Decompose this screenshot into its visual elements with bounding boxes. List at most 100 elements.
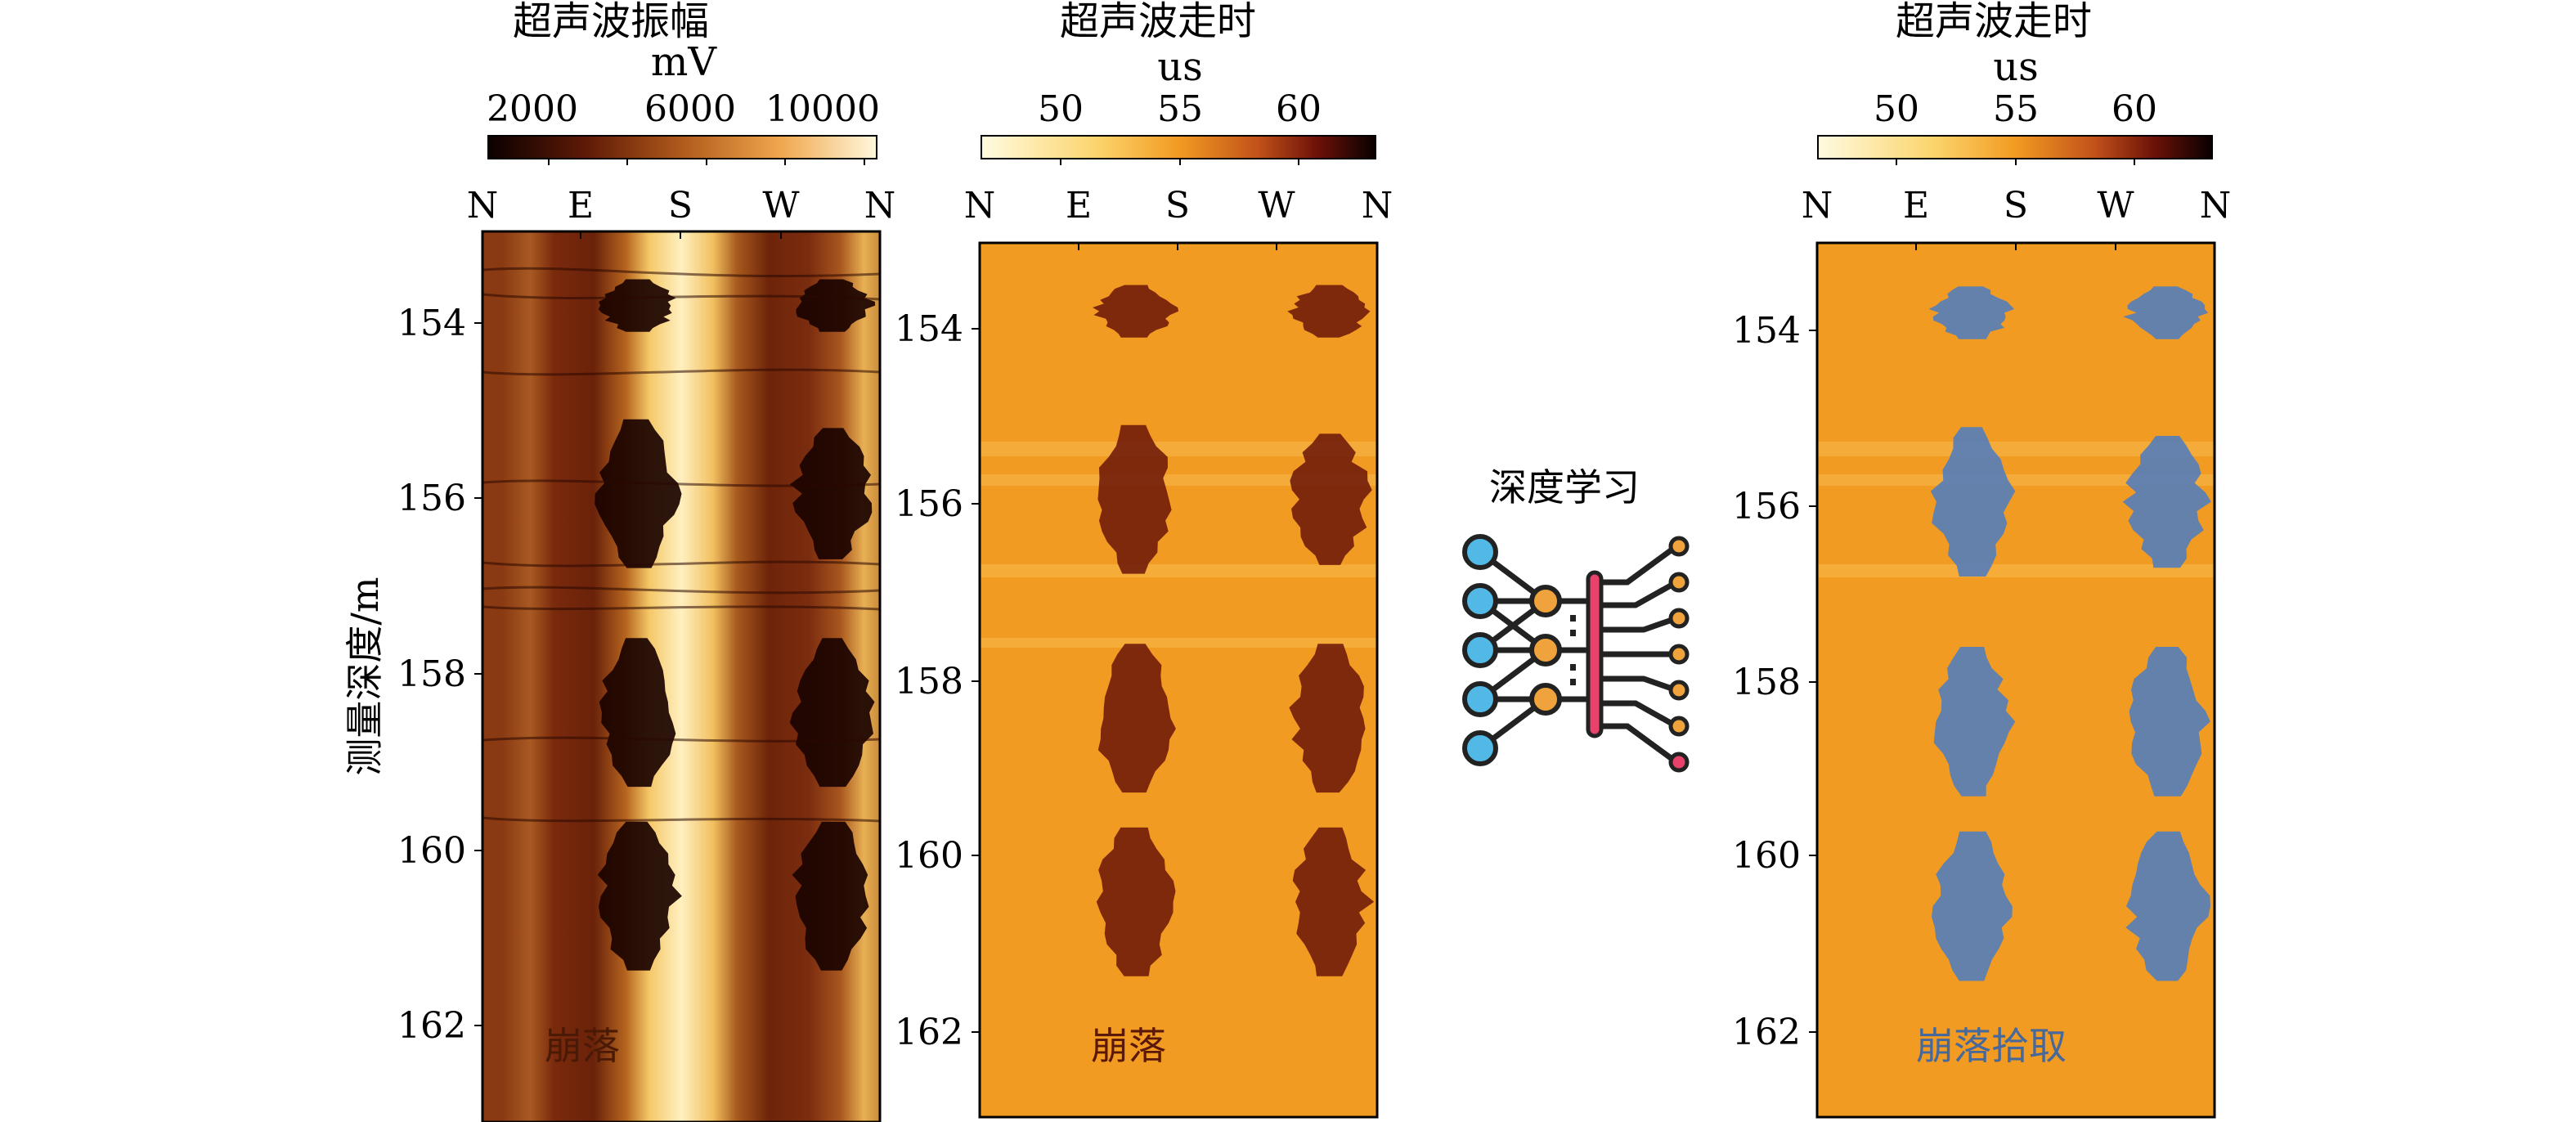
traveltime-y-ticks	[972, 328, 980, 1033]
pk-xtick-W: W	[2097, 185, 2134, 227]
traveltime-breakout-3	[1097, 424, 1172, 574]
amp-xtick-W: W	[762, 185, 800, 227]
amp-ytick-154: 154	[397, 303, 466, 344]
tt-xtick-E: E	[1066, 185, 1092, 227]
network-hidden-nodes-icon	[1529, 585, 1562, 716]
traveltime-breakout-7	[1096, 827, 1176, 976]
amplitude-breakouts	[595, 279, 876, 971]
picks-y-ticks	[1809, 330, 1817, 1033]
picks-breakout-4	[2122, 436, 2211, 568]
pk-cbar-tick-50: 50	[1874, 88, 1919, 130]
traveltime-unit: us	[1157, 44, 1203, 90]
pk-ytick-156: 156	[1732, 486, 1801, 527]
picks-annotation: 崩落拾取	[1916, 1024, 2067, 1068]
amplitude-cbar-tick-6000: 6000	[644, 88, 736, 130]
picks-breakouts	[1928, 286, 2211, 981]
amplitude-x-ticks	[580, 231, 782, 239]
amplitude-cbar-tick-2000: 2000	[487, 88, 578, 130]
amp-xtick-N1: N	[467, 185, 499, 227]
panel-amplitude: 超声波振幅 mV 2000 6000 10000 N E S W N	[343, 0, 895, 1122]
traveltime-image	[980, 243, 1377, 1117]
amplitude-x-ticklabels: N E S W N	[467, 185, 896, 227]
amp-ytick-162: 162	[397, 1005, 466, 1047]
amplitude-y-axis: 测量深度/m 154 156 158 160 162	[343, 303, 482, 1047]
traveltime-breakout-6	[1289, 644, 1366, 793]
network-dots-icon	[1570, 615, 1576, 685]
pk-xtick-N1: N	[1802, 185, 1833, 227]
amplitude-breakout-5	[599, 638, 676, 788]
pk-cbar-tick-55: 55	[1993, 88, 2039, 130]
amplitude-breakout-8	[792, 821, 869, 971]
picks-unit: us	[1993, 44, 2039, 90]
tt-ytick-160: 160	[895, 835, 963, 877]
picks-light-bands	[1817, 442, 2215, 577]
amplitude-cbar-tick-10000: 10000	[765, 88, 880, 130]
amplitude-unit: mV	[651, 39, 718, 85]
amplitude-image	[482, 231, 881, 1122]
tt-cbar-tick-50: 50	[1038, 88, 1084, 130]
pk-xtick-S: S	[2004, 185, 2028, 227]
picks-breakout-2	[2123, 286, 2209, 339]
amplitude-breakout-4	[789, 428, 873, 559]
picks-breakout-1	[1928, 286, 2015, 339]
network-output-nodes-icon	[1668, 536, 1690, 773]
amp-xtick-E: E	[568, 185, 594, 227]
pk-cbar-tick-60: 60	[2112, 88, 2157, 130]
tt-xtick-S: S	[1165, 185, 1190, 227]
amp-xtick-S: S	[668, 185, 693, 227]
picks-x-ticks	[1915, 243, 2116, 250]
picks-image	[1817, 243, 2215, 1117]
panel-traveltime: 超声波走时 us 50 55 60 N E S W N 崩落	[895, 0, 1393, 1119]
amplitude-title: 超声波振幅	[513, 0, 709, 44]
amplitude-breakout-3	[595, 419, 682, 568]
tt-cbar-tick-55: 55	[1157, 88, 1203, 130]
deep-learning-icon: 深度学习	[1462, 465, 1690, 773]
pk-ytick-160: 160	[1732, 835, 1801, 877]
amplitude-colorbar	[487, 135, 877, 159]
amplitude-breakout-1	[598, 279, 676, 332]
traveltime-breakout-1	[1093, 285, 1179, 338]
picks-breakout-5	[1933, 647, 2016, 797]
amp-ytick-156: 156	[397, 478, 466, 519]
traveltime-x-ticks	[1078, 243, 1277, 250]
amplitude-colorbar-ticklabels: 2000 6000 10000	[487, 88, 880, 130]
tt-xtick-W: W	[1258, 185, 1295, 227]
traveltime-breakouts	[1093, 285, 1375, 976]
picks-colorbar	[1817, 135, 2213, 159]
tt-ytick-156: 156	[895, 483, 963, 525]
picks-breakout-8	[2125, 831, 2210, 981]
tt-xtick-N2: N	[1362, 185, 1393, 227]
pk-ytick-158: 158	[1732, 662, 1801, 703]
tt-ytick-158: 158	[895, 661, 963, 702]
network-edges-icon	[1477, 543, 1680, 765]
traveltime-breakout-5	[1097, 644, 1176, 793]
picks-colorbar-ticks	[1896, 159, 2135, 165]
traveltime-colorbar-ticks	[1060, 159, 1299, 165]
tt-cbar-tick-60: 60	[1276, 88, 1322, 130]
pk-xtick-N2: N	[2200, 185, 2232, 227]
tt-xtick-N1: N	[964, 185, 996, 227]
traveltime-light-bands	[980, 442, 1377, 648]
panel-picks: 超声波走时 us 50 55 60 N E S W N 崩落拾取	[1732, 0, 2232, 1119]
tt-ytick-154: 154	[895, 308, 963, 350]
amp-xtick-N2: N	[864, 185, 896, 227]
amp-ytick-158: 158	[397, 653, 466, 695]
traveltime-annotation: 崩落	[1091, 1024, 1166, 1068]
amplitude-breakout-7	[597, 821, 682, 971]
amplitude-breakout-2	[796, 279, 876, 332]
depth-axis-label: 测量深度/m	[343, 577, 387, 775]
amplitude-breakout-6	[789, 638, 875, 788]
pk-ytick-154: 154	[1732, 310, 1801, 352]
traveltime-title: 超声波走时	[1060, 0, 1256, 44]
traveltime-colorbar	[981, 135, 1376, 159]
amplitude-fractures	[482, 267, 881, 823]
picks-breakout-6	[2129, 647, 2210, 797]
pk-xtick-E: E	[1903, 185, 1929, 227]
tt-ytick-162: 162	[895, 1012, 963, 1053]
picks-breakout-3	[1930, 427, 2016, 577]
amplitude-annotation: 崩落	[545, 1024, 620, 1068]
traveltime-breakout-2	[1287, 285, 1371, 338]
picks-title: 超声波走时	[1896, 0, 2092, 44]
amp-ytick-160: 160	[397, 830, 466, 872]
